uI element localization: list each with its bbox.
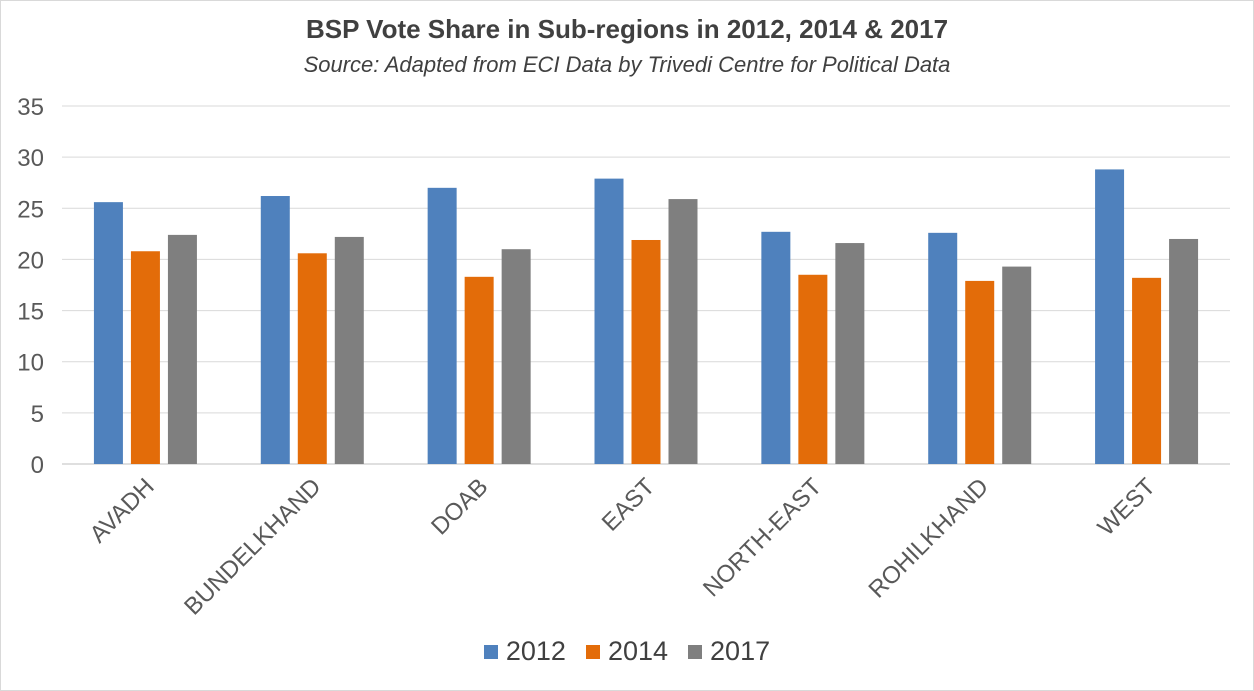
bar-2012-doab[interactable] (427, 187, 457, 465)
bar-2012-bundelkhand[interactable] (260, 196, 290, 465)
bar-2017-north-east[interactable] (835, 243, 865, 464)
x-tick-label: DOAB (426, 473, 493, 540)
legend-item-2014[interactable]: 2014 (585, 636, 669, 667)
bar-2014-east[interactable] (631, 239, 661, 464)
chart-subtitle: Source: Adapted from ECI Data by Trivedi… (303, 52, 951, 77)
x-tick-label: AVADH (85, 473, 160, 548)
bar-2017-doab[interactable] (501, 249, 531, 464)
x-tick-label: NORTH-EAST (698, 473, 827, 602)
y-tick-label: 20 (17, 247, 44, 274)
bar-2014-west[interactable] (1132, 277, 1162, 464)
legend-swatch-2014 (585, 644, 600, 659)
bar-2017-east[interactable] (668, 199, 698, 464)
x-tick-label: EAST (597, 473, 661, 537)
legend-swatch-2012 (483, 644, 498, 659)
bar-2014-avadh[interactable] (130, 251, 160, 464)
bar-2012-avadh[interactable] (93, 202, 123, 465)
y-tick-label: 25 (17, 196, 44, 223)
x-tick-label: WEST (1093, 473, 1161, 541)
bar-2012-rohilkhand[interactable] (928, 232, 958, 464)
bar-2017-rohilkhand[interactable] (1002, 266, 1032, 464)
bars (93, 169, 1199, 465)
legend-label-2017: 2017 (710, 636, 771, 666)
bar-2017-bundelkhand[interactable] (334, 236, 364, 464)
bar-2017-avadh[interactable] (167, 234, 197, 464)
bar-2014-doab[interactable] (464, 276, 494, 464)
y-tick-label: 10 (17, 350, 44, 377)
bar-2014-rohilkhand[interactable] (965, 280, 995, 464)
y-tick-label: 30 (17, 145, 44, 172)
x-axis-tick-labels: AVADH BUNDELKHAND DOAB EAST NORTH-EAST ROHILK… (85, 473, 1161, 621)
legend: 2012 2014 2017 (0, 636, 1254, 667)
legend-swatch-2017 (688, 644, 703, 659)
bar-2012-east[interactable] (594, 178, 624, 464)
y-tick-label: 35 (17, 94, 44, 121)
x-tick-label: ROHILKHAND (864, 473, 994, 603)
x-tick-label: BUNDELKHAND (179, 473, 326, 620)
bar-2014-bundelkhand[interactable] (297, 253, 327, 464)
y-axis-tick-labels: 0 5 10 15 20 25 30 35 (17, 94, 44, 479)
legend-item-2017[interactable]: 2017 (688, 636, 770, 667)
bar-2014-north-east[interactable] (798, 274, 828, 464)
bar-2012-west[interactable] (1095, 169, 1125, 464)
legend-item-2012[interactable]: 2012 (483, 636, 566, 667)
y-tick-label: 0 (31, 452, 44, 479)
legend-label-2014: 2014 (607, 636, 669, 666)
legend-label-2012: 2012 (505, 636, 566, 666)
y-tick-label: 5 (31, 401, 44, 428)
chart-title: BSP Vote Share in Sub-regions in 2012, 2… (305, 14, 949, 44)
bar-2017-west[interactable] (1169, 238, 1199, 464)
bar-2012-north-east[interactable] (761, 231, 791, 464)
y-tick-label: 15 (17, 299, 44, 326)
